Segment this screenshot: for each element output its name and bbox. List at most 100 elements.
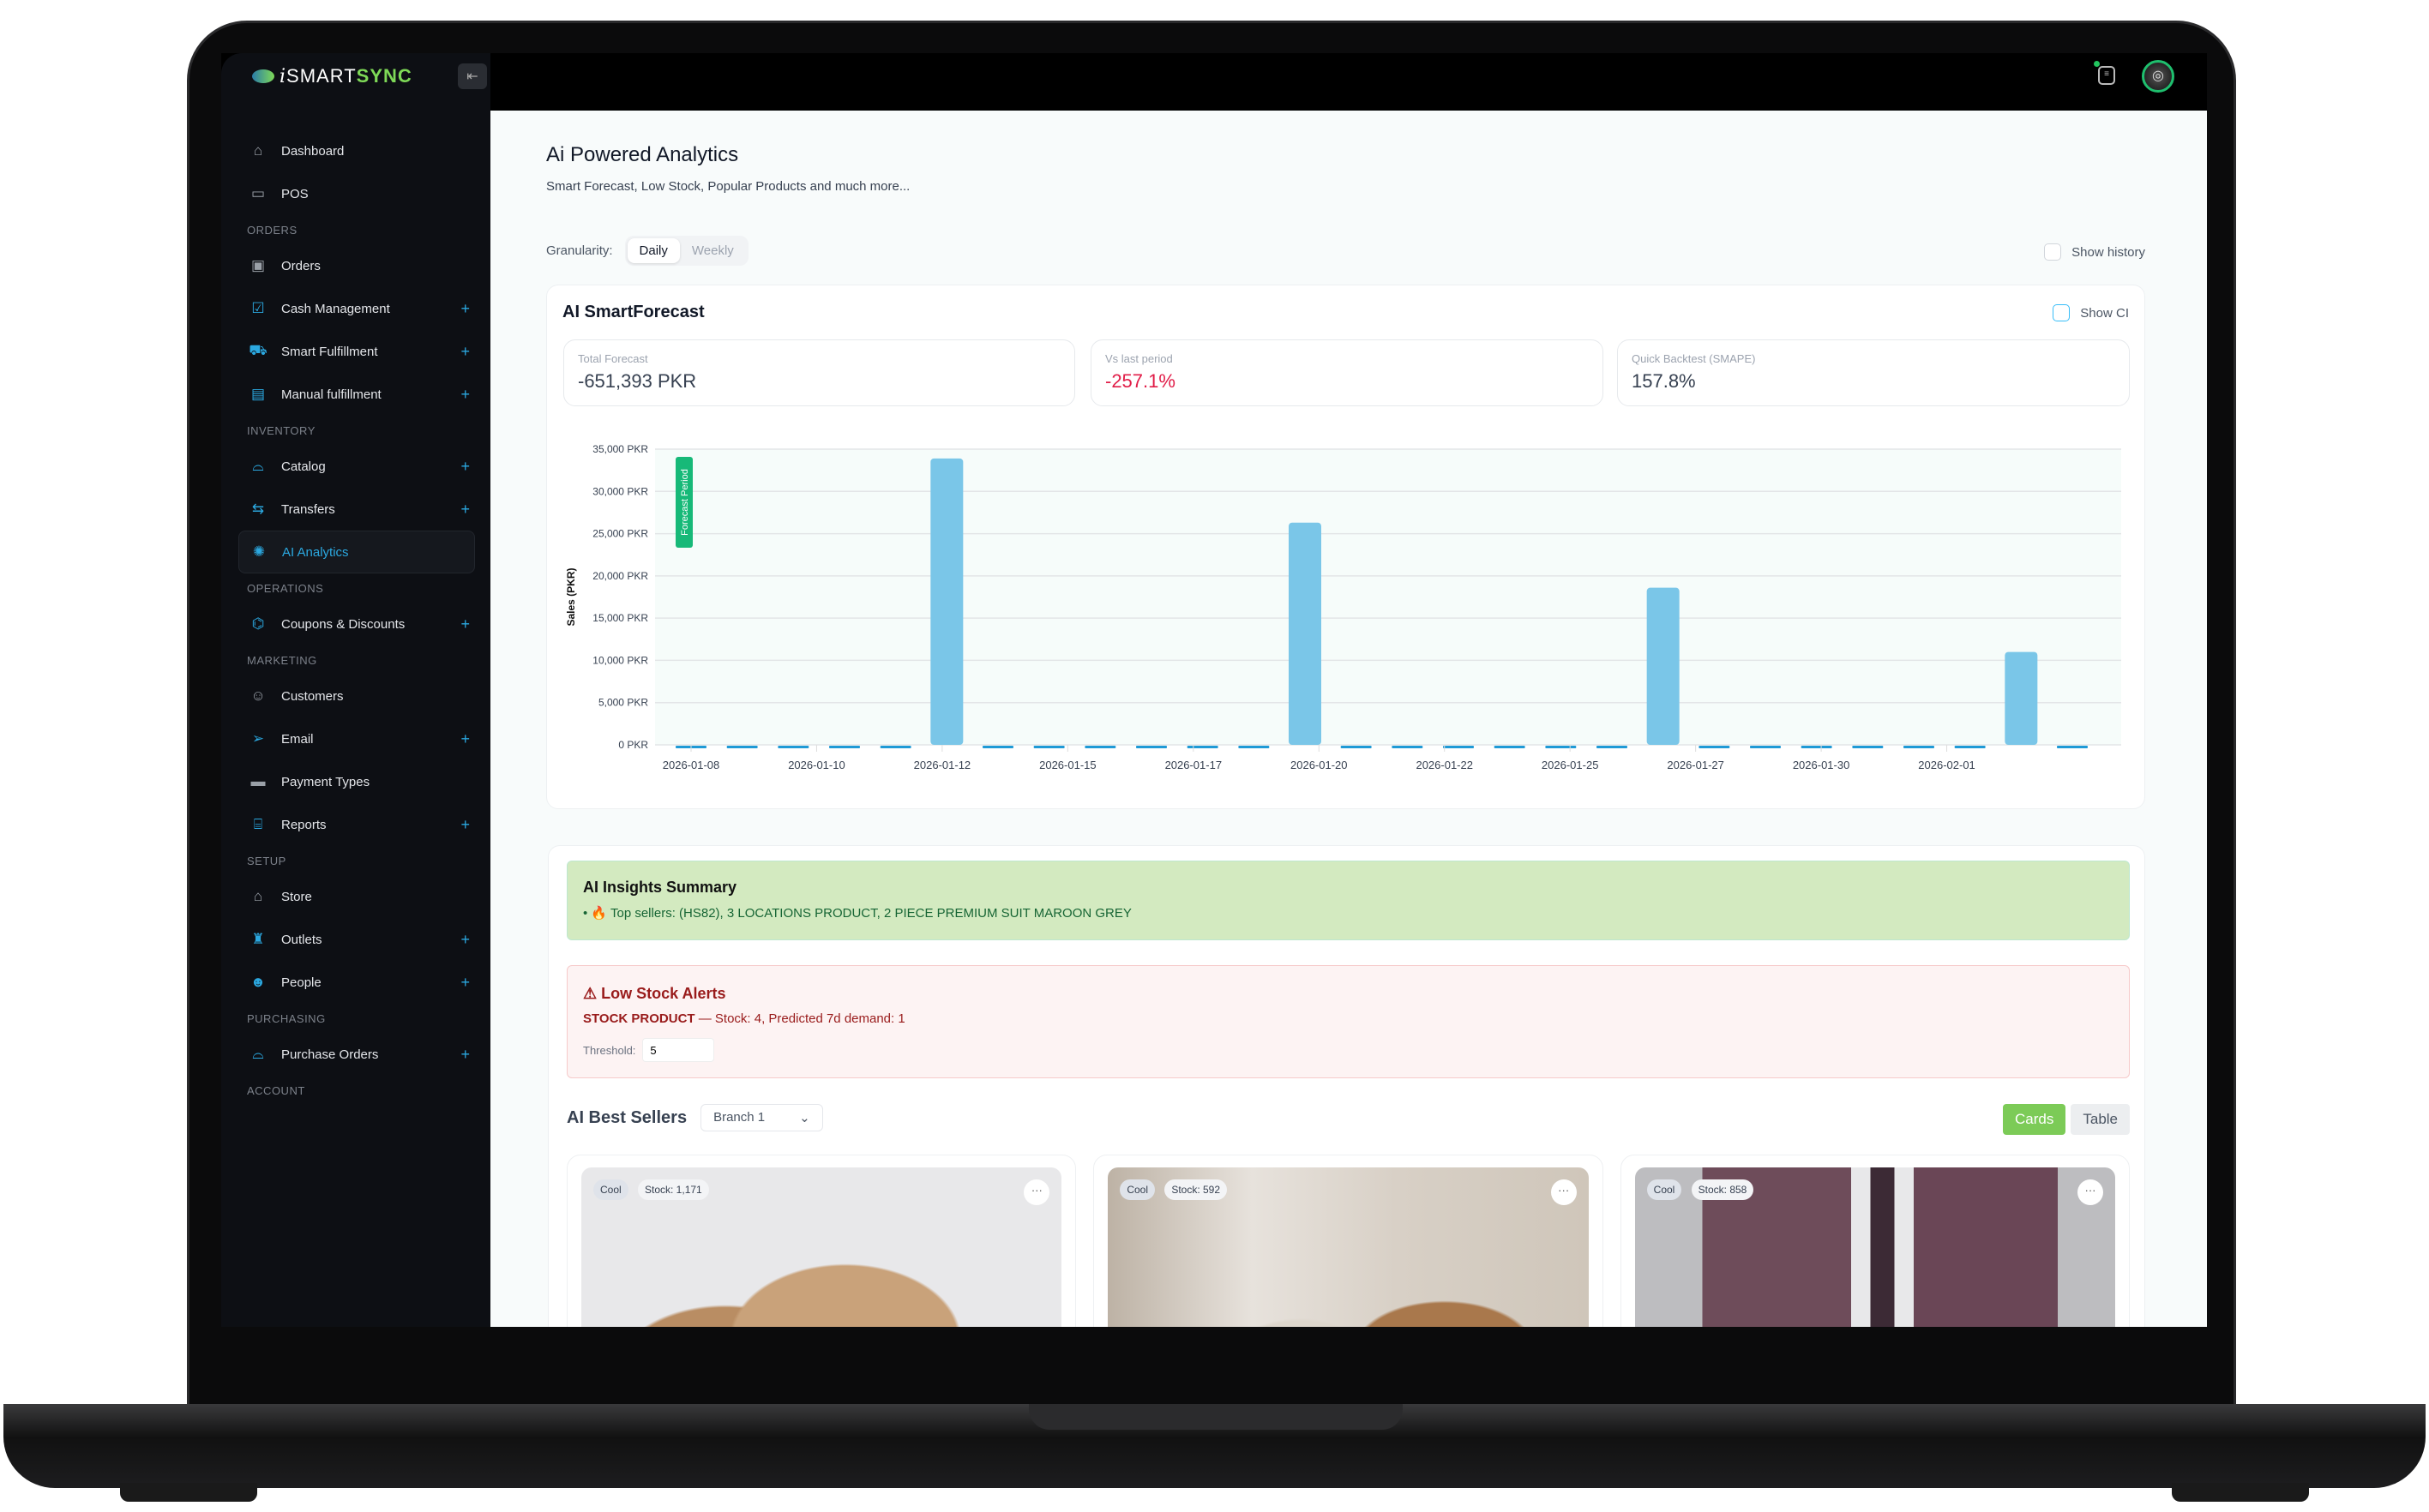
y-tick-label: 30,000 PKR [592, 485, 648, 497]
threshold-input[interactable] [642, 1038, 715, 1062]
sidebar-item-purchase-orders[interactable]: ⌓ Purchase Orders + [238, 1033, 475, 1076]
show-ci-checkbox[interactable]: Show CI [2053, 304, 2129, 321]
best-sellers-header: AI Best Sellers Branch 1 ⌄ [567, 1104, 823, 1131]
forecast-bar [1646, 587, 1680, 745]
forecast-bar-zero [778, 746, 809, 748]
manual-fulfillment-icon: ▤ [250, 386, 266, 402]
expand-icon[interactable]: + [460, 299, 470, 317]
expand-icon[interactable]: + [460, 615, 470, 633]
expand-icon[interactable]: + [460, 729, 470, 747]
laptop-foot [120, 1483, 257, 1502]
y-tick-label: 0 PKR [618, 739, 648, 751]
low-stock-detail: — Stock: 4, Predicted 7d demand: 1 [694, 1011, 905, 1026]
sidebar-item-payment-types[interactable]: ▬ Payment Types [238, 760, 475, 803]
sidebar-item-label: Outlets [281, 932, 322, 947]
threshold-row: Threshold: [583, 1038, 2113, 1062]
x-tick-label: 2026-01-12 [914, 759, 971, 771]
laptop-notch [1029, 1404, 1403, 1430]
expand-icon[interactable]: + [460, 457, 470, 475]
show-history-checkbox[interactable]: Show history [2044, 243, 2145, 261]
forecast-bar-zero [726, 746, 758, 748]
branch-select[interactable]: Branch 1 ⌄ [700, 1104, 823, 1131]
more-options-button[interactable]: ··· [2077, 1179, 2103, 1205]
sidebar-item-label: Catalog [281, 459, 326, 474]
sidebar-item-coupons-discounts[interactable]: ⌬ Coupons & Discounts + [238, 603, 475, 645]
forecast-bar-zero [1494, 746, 1525, 748]
sidebar-item-people[interactable]: ☻ People + [238, 961, 475, 1004]
email-icon: ➢ [251, 730, 265, 747]
checkbox[interactable] [2053, 304, 2071, 321]
insights-title: AI Insights Summary [583, 879, 737, 896]
expand-icon[interactable]: + [460, 385, 470, 403]
avatar[interactable]: ◎ [2142, 60, 2174, 93]
sidebar-item-cash-management[interactable]: ☑ Cash Management + [238, 287, 475, 330]
branch-value: Branch 1 [713, 1110, 766, 1125]
sidebar-section-marketing: MARKETING [247, 653, 317, 667]
expand-icon[interactable]: + [460, 1045, 470, 1063]
sidebar-section-orders: ORDERS [247, 223, 298, 237]
sidebar-item-email[interactable]: ➢ Email + [238, 717, 475, 760]
sidebar-item-customers[interactable]: ☺ Customers [238, 675, 475, 717]
sidebar-item-label: POS [281, 186, 309, 201]
outlets-icon: ♜ [251, 931, 265, 947]
sidebar-item-label: Orders [281, 258, 321, 273]
more-options-button[interactable]: ··· [1550, 1179, 1577, 1205]
sidebar-item-transfers[interactable]: ⇆ Transfers + [238, 488, 475, 531]
more-options-button[interactable]: ··· [1024, 1179, 1050, 1205]
y-tick-label: 25,000 PKR [592, 528, 648, 540]
forecast-bar-zero [1187, 746, 1218, 748]
forecast-bar-zero [1238, 746, 1270, 748]
sidebar-item-ai-analytics[interactable]: ✺ AI Analytics [238, 531, 475, 573]
granularity-daily[interactable]: Daily [627, 238, 680, 263]
sidebar-item-pos[interactable]: ▭ POS [238, 172, 475, 215]
notification-icon[interactable]: ≡ [2098, 66, 2115, 85]
cards-view-button[interactable]: Cards [2003, 1104, 2066, 1135]
sidebar-item-manual-fulfillment[interactable]: ▤ Manual fulfillment + [238, 373, 475, 416]
forecast-bar-zero [1033, 746, 1065, 748]
people-icon: ☻ [250, 974, 266, 990]
orders-icon: ▣ [250, 257, 266, 273]
forecast-bar-zero [1136, 746, 1167, 748]
sidebar-item-orders[interactable]: ▣ Orders [238, 244, 475, 287]
forecast-bar [930, 458, 964, 745]
x-tick-label: 2026-01-20 [1290, 759, 1348, 771]
product-tag: Cool [1120, 1179, 1156, 1200]
ai-insights-summary: AI Insights Summary • 🔥 Top sellers: (HS… [567, 861, 2130, 940]
forecast-card: 0 PKR 5,000 PKR 10,000 PKR 15,000 PKR 20,000… [546, 285, 2145, 809]
cash-management-icon: ☑ [251, 300, 265, 316]
sidebar-item-catalog[interactable]: ⌓ Catalog + [238, 445, 475, 488]
forecast-bar-zero [880, 746, 911, 748]
expand-icon[interactable]: + [460, 500, 470, 518]
product-card[interactable]: Cool Stock: 592 ··· [1093, 1155, 1603, 1327]
sidebar-item-label: Transfers [281, 501, 335, 517]
y-tick-label: 20,000 PKR [592, 570, 648, 582]
forecast-period-badge [676, 457, 693, 548]
expand-icon[interactable]: + [460, 815, 470, 833]
expand-icon[interactable]: + [460, 930, 470, 948]
stat-value: 157.8% [1632, 370, 1696, 392]
sidebar-item-label: Customers [281, 688, 344, 704]
sidebar-nav: ⌂ Dashboard ▭ POS ORDERS ▣ Orders ☑ Cash Managem… [238, 129, 475, 1105]
checkbox[interactable] [2044, 243, 2062, 261]
customers-icon: ☺ [250, 687, 266, 704]
x-tick-label: 2026-01-22 [1416, 759, 1473, 771]
product-stock: Stock: 858 [1691, 1179, 1754, 1200]
expand-icon[interactable]: + [460, 973, 470, 991]
low-stock-alerts: ⚠ Low Stock Alerts STOCK PRODUCT — Stock… [567, 965, 2130, 1078]
product-card[interactable]: Cool Stock: 1,171 ··· [567, 1155, 1077, 1327]
forecast-bar-zero [983, 746, 1013, 748]
product-cards: Cool Stock: 1,171 ··· Cool Stock: 592 ··… [567, 1155, 2130, 1327]
chevron-down-icon: ⌄ [799, 1111, 810, 1125]
sidebar-item-reports[interactable]: ⌸ Reports + [238, 803, 475, 846]
sidebar-item-outlets[interactable]: ♜ Outlets + [238, 918, 475, 961]
sidebar-item-dashboard[interactable]: ⌂ Dashboard [238, 129, 475, 172]
sidebar-item-store[interactable]: ⌂ Store [238, 875, 475, 918]
collapse-sidebar-button[interactable]: ⇤ [458, 63, 487, 89]
sidebar-item-smart-fulfillment[interactable]: ⛟ Smart Fulfillment + [238, 330, 475, 373]
sidebar-item-label: Store [281, 889, 312, 904]
product-card[interactable]: Cool Stock: 858 ··· [1620, 1155, 2130, 1327]
expand-icon[interactable]: + [460, 342, 470, 360]
granularity-weekly[interactable]: Weekly [691, 243, 734, 258]
table-view-button[interactable]: Table [2071, 1104, 2130, 1135]
logo-mark-icon [252, 69, 274, 83]
